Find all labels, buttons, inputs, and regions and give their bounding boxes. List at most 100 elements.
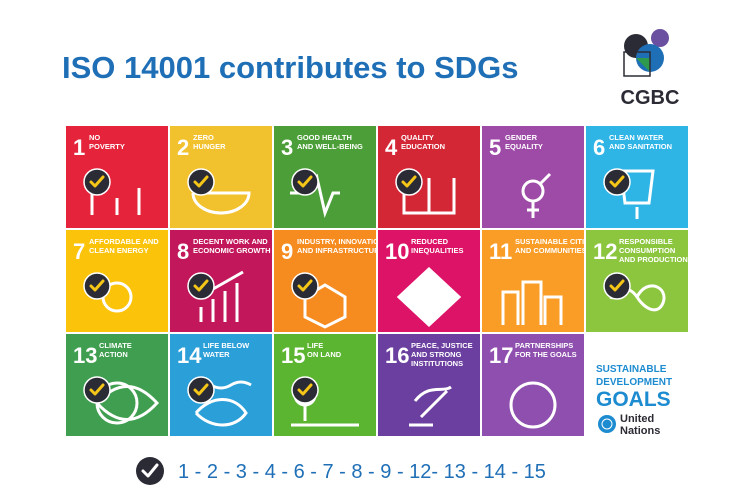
check-mark — [89, 175, 105, 188]
icon — [509, 381, 557, 429]
check-mark — [193, 279, 209, 292]
tile-number: 4 — [385, 135, 398, 160]
tile-label: ON LAND — [307, 350, 342, 359]
tile-label: AND INFRASTRUCTURE — [297, 246, 385, 255]
check-badge — [291, 272, 319, 300]
tile-number: 16 — [385, 343, 409, 368]
check-badge — [291, 376, 319, 404]
check-badge — [83, 376, 111, 404]
tile-bg — [378, 334, 480, 436]
tile-label: QUALITY — [401, 133, 434, 142]
tile-number: 15 — [281, 343, 305, 368]
tile-label: GENDER — [505, 133, 538, 142]
tile-label: POVERTY — [89, 142, 125, 151]
icon — [501, 280, 563, 325]
tile-icon — [303, 283, 347, 329]
tile-bg — [274, 334, 376, 436]
tile-icon — [409, 385, 452, 427]
footer-goals: 1 - 2 - 3 - 4 - 6 - 7 - 8 - 9 - 12- 13 -… — [178, 461, 546, 483]
check-badge — [187, 376, 215, 404]
tile-icon — [90, 188, 141, 215]
icon — [402, 178, 456, 215]
tile-label: LIFE BELOW — [203, 341, 250, 350]
check-badge — [291, 168, 319, 196]
tile-label: CLEAN ENERGY — [89, 246, 149, 255]
check-mark — [401, 175, 417, 188]
icon — [396, 266, 462, 328]
tile-label: AND PRODUCTION — [619, 255, 688, 264]
check-badge — [395, 168, 423, 196]
tile-label: NO — [89, 133, 100, 142]
tile-number: 14 — [177, 343, 202, 368]
tile-label: FOR THE GOALS — [515, 350, 577, 359]
tile-bg — [274, 230, 376, 332]
sdg-logo-text: DEVELOPMENT — [596, 377, 672, 388]
tile-icon — [191, 191, 251, 215]
check-mark — [89, 279, 105, 292]
tile-label: ACTION — [99, 350, 128, 359]
tile-bg — [482, 334, 584, 436]
icon — [95, 385, 160, 421]
tile-bg — [170, 230, 272, 332]
tile-label: AND STRONG — [411, 350, 462, 359]
tile-label: INEQUALITIES — [411, 246, 464, 255]
tile-label: CLIMATE — [99, 341, 132, 350]
check-badge — [187, 272, 215, 300]
un-text: Nations — [620, 425, 660, 437]
sdg-logo-tile: SUSTAINABLE DEVELOPMENT GOALS United Nat… — [596, 364, 672, 437]
tile-bg — [66, 230, 168, 332]
tile-number: 9 — [281, 239, 293, 264]
tile-number: 6 — [593, 135, 605, 160]
cgbc-logo: CGBC — [621, 29, 680, 109]
tile-label: REDUCED — [411, 237, 449, 246]
tile-label: RESPONSIBLE — [619, 237, 673, 246]
tile-label: AND SANITATION — [609, 142, 672, 151]
icon — [527, 172, 552, 218]
tile-label: WATER — [203, 350, 230, 359]
check-mark — [193, 175, 209, 188]
tile-icon — [521, 172, 552, 218]
check-mark — [297, 279, 313, 292]
tile-label: ZERO — [193, 133, 214, 142]
sdg-logo-text: SUSTAINABLE — [596, 364, 667, 375]
tile-icon — [501, 280, 563, 325]
tile-bg — [170, 334, 272, 436]
tile-bg — [170, 126, 272, 228]
icon — [191, 191, 251, 215]
logo-text: CGBC — [621, 87, 680, 109]
tile-number: 13 — [73, 343, 97, 368]
check-badge — [603, 272, 631, 300]
check-badge — [187, 168, 215, 196]
tile-label: EDUCATION — [401, 142, 445, 151]
check-badge — [83, 168, 111, 196]
icon — [90, 188, 141, 215]
tile-icon — [396, 266, 462, 328]
tile-icon — [402, 178, 456, 215]
tile-label: SUSTAINABLE CITIES — [515, 237, 594, 246]
un-text: United — [620, 413, 654, 425]
check-mark — [193, 383, 209, 396]
icon — [409, 385, 452, 427]
tile-number: 1 — [73, 135, 85, 160]
check-mark — [297, 175, 313, 188]
tile-label: CLEAN WATER — [609, 133, 664, 142]
tile-label: INDUSTRY, INNOVATION — [297, 237, 384, 246]
tile-label: PEACE, JUSTICE — [411, 341, 473, 350]
icon — [198, 270, 244, 322]
tile-number: 11 — [489, 239, 512, 264]
tile-label: HUNGER — [193, 142, 226, 151]
tile-label: DECENT WORK AND — [193, 237, 268, 246]
